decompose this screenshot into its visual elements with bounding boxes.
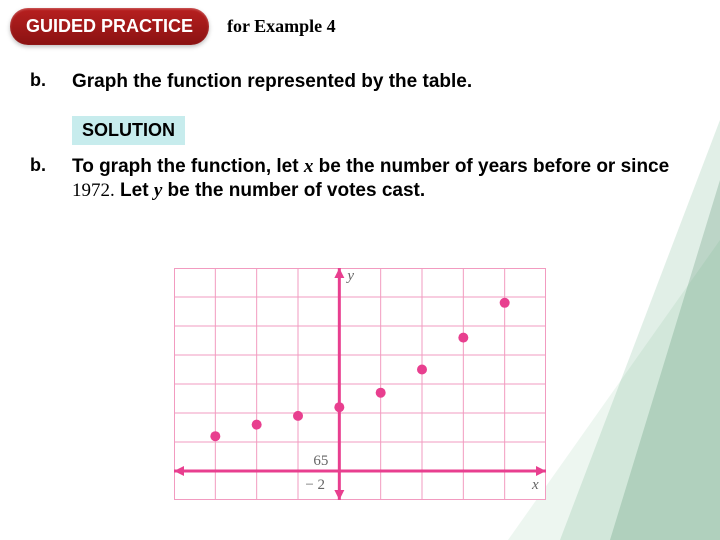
guided-practice-pill: GUIDED PRACTICE [10, 8, 209, 45]
answer-row: b. To graph the function, let x be the n… [30, 155, 690, 203]
y-var: y [154, 180, 162, 201]
question-bullet: b. [30, 70, 52, 94]
scatter-chart: y x 65 − 2 [174, 268, 546, 505]
answer-seg: To graph the function, let [72, 156, 304, 177]
question-text: Graph the function represented by the ta… [72, 70, 472, 94]
answer-seg: be the number of votes cast. [162, 180, 425, 201]
answer-text: To graph the function, let x be the numb… [72, 155, 690, 203]
answer-seg: Let [115, 180, 154, 201]
question-row: b. Graph the function represented by the… [30, 70, 690, 94]
header: GUIDED PRACTICE for Example 4 [10, 8, 336, 45]
answer-bullet: b. [30, 155, 52, 203]
svg-text:x: x [531, 477, 539, 493]
for-example-label: for Example 4 [227, 16, 336, 37]
year: 1972. [72, 180, 115, 201]
solution-label: SOLUTION [72, 116, 185, 145]
svg-text:− 2: − 2 [305, 477, 325, 493]
svg-text:65: 65 [313, 453, 328, 469]
x-var: x [304, 156, 314, 177]
svg-text:y: y [345, 268, 354, 284]
answer-seg: be the number of years before or since [313, 156, 669, 177]
